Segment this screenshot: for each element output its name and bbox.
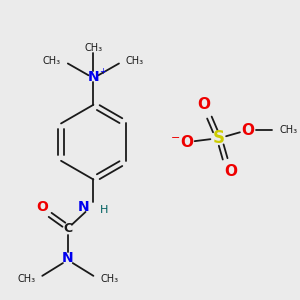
Text: +: + (99, 67, 106, 76)
Text: N: N (78, 200, 89, 214)
Text: O: O (224, 164, 238, 179)
Text: O: O (180, 135, 193, 150)
Text: CH₃: CH₃ (100, 274, 118, 284)
Text: −: − (171, 133, 181, 143)
Text: C: C (63, 222, 72, 235)
Text: CH₃: CH₃ (17, 274, 35, 284)
Text: S: S (212, 129, 224, 147)
Text: CH₃: CH₃ (43, 56, 61, 65)
Text: CH₃: CH₃ (84, 43, 103, 53)
Text: N: N (88, 70, 99, 84)
Text: O: O (36, 200, 48, 214)
Text: CH₃: CH₃ (126, 56, 144, 65)
Text: N: N (62, 251, 74, 265)
Text: O: O (197, 97, 210, 112)
Text: O: O (241, 123, 254, 138)
Text: CH₃: CH₃ (279, 125, 297, 135)
Text: H: H (100, 205, 109, 215)
